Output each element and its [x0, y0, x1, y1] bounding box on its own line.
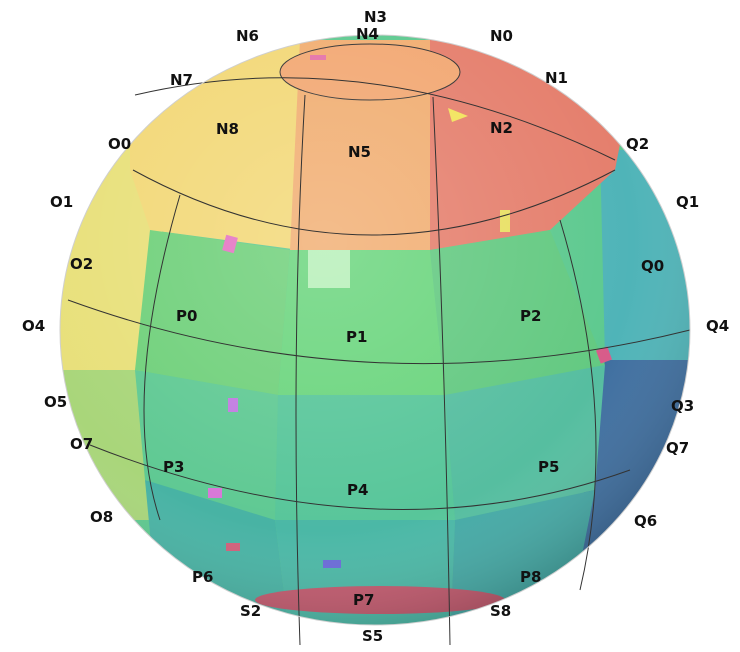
label-n5: N5: [348, 143, 371, 161]
face-labels: N8 N5 N2 P0 P1 P2 P3 P4 P5 P7: [163, 119, 559, 609]
label-n8: N8: [216, 120, 239, 138]
outer-labels: N3 N4 N6 N0 N1 N7 O0 Q2 O1 Q1 O2 Q0 O4 Q…: [22, 8, 729, 645]
meridian-line: [559, 219, 597, 591]
label-q0: Q0: [641, 257, 664, 275]
label-o5: O5: [44, 393, 67, 411]
label-p7: P7: [353, 591, 374, 609]
label-o4: O4: [22, 317, 45, 335]
label-o8: O8: [90, 508, 113, 526]
lat-line: [67, 299, 691, 365]
label-o7: O7: [70, 435, 93, 453]
label-s8: S8: [490, 602, 511, 620]
label-o2: O2: [70, 255, 93, 273]
label-q4: Q4: [706, 317, 729, 335]
label-q6: Q6: [634, 512, 657, 530]
label-n1: N1: [545, 69, 568, 87]
label-p8: P8: [520, 568, 541, 586]
label-p1: P1: [346, 328, 367, 346]
label-n7: N7: [170, 71, 193, 89]
label-o1: O1: [50, 193, 73, 211]
meridian-line: [143, 194, 181, 521]
label-n0: N0: [490, 27, 513, 45]
label-q3: Q3: [671, 397, 694, 415]
label-q2: Q2: [626, 135, 649, 153]
label-s2: S2: [240, 602, 261, 620]
label-p2: P2: [520, 307, 541, 325]
label-n4: N4: [356, 25, 379, 43]
grid-lines: [67, 77, 691, 646]
sphere-body: [60, 35, 690, 625]
lat-line: [89, 444, 631, 510]
label-s5: S5: [362, 627, 383, 645]
label-p4: P4: [347, 481, 368, 499]
label-p3: P3: [163, 458, 184, 476]
label-p6: P6: [192, 568, 213, 586]
label-p5: P5: [538, 458, 559, 476]
label-o0: O0: [108, 135, 131, 153]
label-n3: N3: [364, 8, 387, 26]
label-n2: N2: [490, 119, 513, 137]
meridian-line: [295, 94, 306, 646]
lat-line: [134, 77, 616, 161]
meridian-line: [432, 96, 451, 646]
sphere-outline: [59, 34, 691, 626]
lat-line: [132, 169, 616, 236]
label-p0: P0: [176, 307, 197, 325]
label-q7: Q7: [666, 439, 689, 457]
label-q1: Q1: [676, 193, 699, 211]
sphere-shading: [60, 35, 690, 625]
label-n6: N6: [236, 27, 259, 45]
